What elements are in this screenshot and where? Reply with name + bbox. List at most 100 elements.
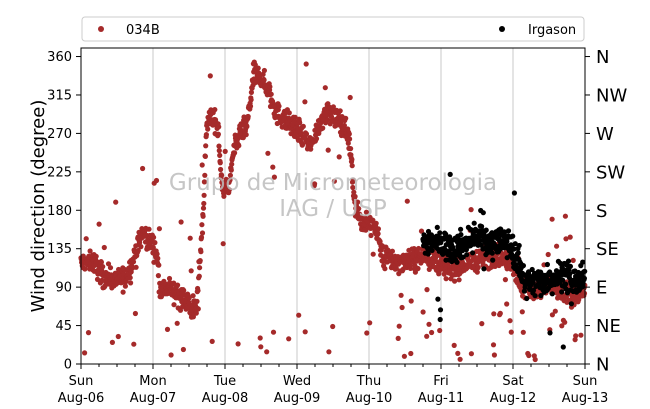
data-point — [232, 150, 238, 156]
data-point — [475, 264, 481, 270]
data-point — [257, 335, 263, 341]
data-point — [491, 352, 497, 358]
data-point — [154, 251, 160, 257]
data-point — [512, 241, 518, 247]
x-tick-label-day: Sun — [69, 374, 94, 389]
data-point — [341, 122, 347, 129]
data-point — [478, 242, 484, 248]
x-tick-label-day: Sat — [502, 374, 523, 389]
data-point — [122, 283, 128, 289]
data-point — [201, 179, 207, 185]
legend-label-irgason: Irgason — [528, 23, 576, 38]
data-point — [300, 123, 306, 129]
data-point — [248, 97, 254, 103]
x-tick-label-date: Aug-09 — [274, 391, 321, 406]
data-point — [128, 280, 134, 286]
data-point — [96, 221, 102, 227]
data-point — [456, 277, 462, 283]
data-point — [565, 258, 572, 264]
data-point — [270, 164, 276, 170]
data-point — [516, 242, 522, 249]
data-point — [229, 161, 235, 167]
data-point — [292, 114, 298, 120]
data-point — [425, 228, 432, 235]
data-point — [401, 353, 407, 359]
data-point — [348, 146, 354, 152]
data-point — [457, 356, 463, 362]
data-point — [568, 301, 575, 307]
data-point — [115, 333, 121, 340]
data-point — [560, 277, 566, 283]
y-tick-label: 45 — [55, 319, 72, 334]
data-point — [352, 193, 358, 200]
data-point — [302, 99, 308, 105]
data-point — [425, 251, 431, 257]
data-point — [140, 165, 146, 172]
data-point — [298, 130, 304, 136]
compass-label: SW — [596, 162, 625, 183]
data-point — [559, 289, 565, 295]
data-point — [87, 248, 93, 254]
data-point — [515, 250, 521, 256]
data-point — [544, 261, 551, 268]
data-point — [248, 89, 254, 95]
data-point — [113, 199, 119, 205]
data-point — [458, 232, 464, 238]
data-point — [222, 148, 228, 154]
data-point — [480, 210, 486, 216]
data-point — [452, 278, 458, 284]
data-point — [554, 243, 560, 249]
x-tick-label-day: Sun — [573, 374, 598, 389]
data-point — [420, 309, 426, 315]
data-point — [217, 160, 223, 166]
data-point — [276, 103, 282, 109]
x-tick-label-date: Aug-06 — [58, 391, 105, 406]
x-tick-label-date: Aug-10 — [346, 391, 393, 406]
data-point — [490, 342, 497, 348]
data-point — [408, 298, 414, 304]
data-point — [212, 107, 218, 113]
data-point — [205, 126, 211, 132]
data-point — [567, 271, 573, 277]
data-point — [201, 200, 207, 207]
data-point — [576, 297, 582, 303]
data-point — [581, 275, 588, 281]
data-point — [559, 323, 565, 329]
data-point — [435, 296, 441, 302]
data-point — [326, 349, 332, 355]
data-point — [175, 282, 181, 288]
data-point — [312, 181, 318, 187]
data-point — [346, 131, 352, 137]
data-point — [286, 110, 292, 116]
compass-label: SE — [596, 239, 619, 260]
data-point — [349, 156, 355, 163]
data-point — [567, 263, 574, 269]
data-point — [177, 307, 184, 313]
data-point — [483, 227, 489, 233]
data-point — [578, 332, 584, 338]
data-point — [424, 333, 430, 339]
data-point — [505, 228, 512, 234]
data-point — [520, 329, 526, 335]
data-point — [396, 323, 402, 329]
data-point — [437, 230, 443, 236]
data-point — [181, 287, 187, 294]
data-point — [510, 233, 516, 239]
data-point — [260, 71, 266, 77]
data-point — [368, 232, 374, 239]
data-point — [529, 266, 535, 273]
data-point — [133, 264, 139, 270]
data-point — [235, 341, 241, 347]
data-point — [109, 339, 115, 345]
data-point — [408, 350, 414, 357]
data-point — [146, 226, 152, 232]
compass-label: N — [596, 355, 609, 376]
data-point — [313, 136, 320, 142]
data-point — [193, 310, 199, 316]
data-point — [135, 247, 141, 254]
legend-box — [81, 16, 585, 42]
data-point — [557, 260, 564, 266]
y-tick-label: 0 — [64, 358, 72, 373]
data-point — [433, 258, 439, 265]
